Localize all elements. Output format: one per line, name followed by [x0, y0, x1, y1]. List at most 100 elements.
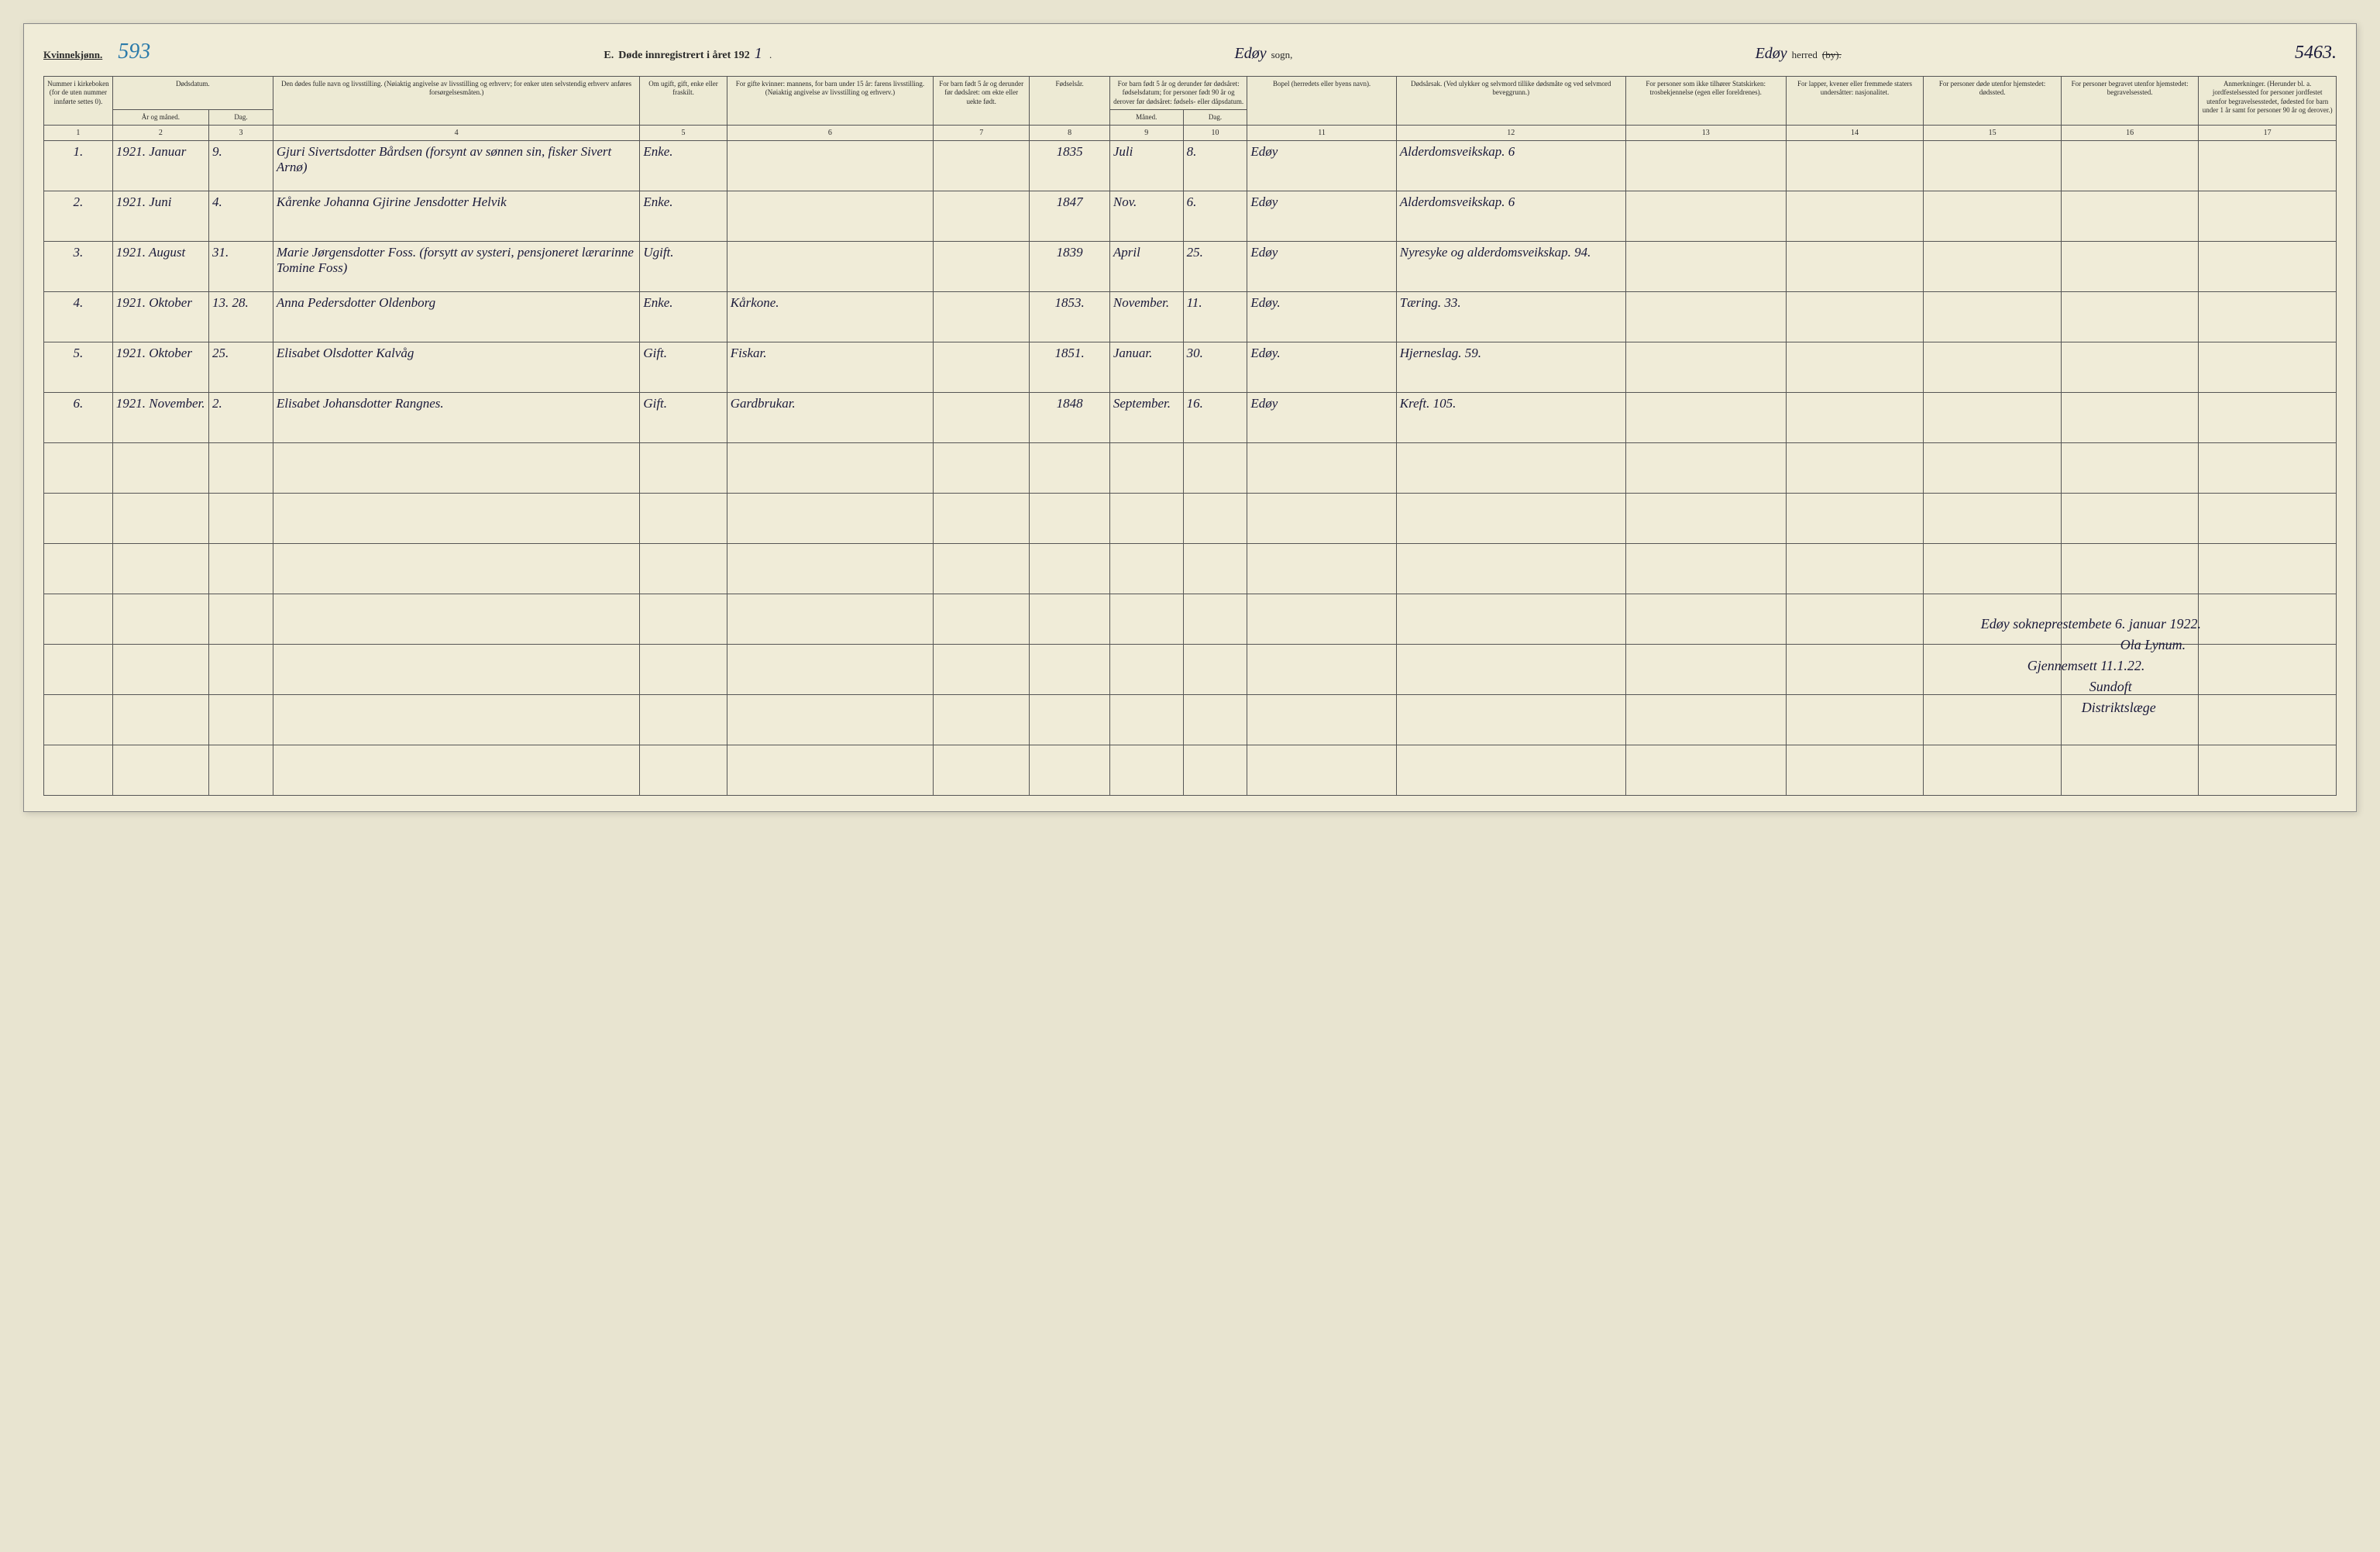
- cell: 4.: [209, 191, 273, 242]
- empty-cell: [2199, 443, 2337, 494]
- sig-line-1: Edøy sokneprestembete 6. januar 1922.: [1981, 614, 2201, 635]
- cell: [1924, 292, 2062, 342]
- cell: Edøy.: [1247, 342, 1396, 393]
- cell-value: 2.: [74, 194, 84, 209]
- empty-cell: [1109, 494, 1183, 544]
- cell-value: Enke.: [643, 144, 672, 159]
- cell: Septem­ber.: [1109, 393, 1183, 443]
- herred-label: herred: [1792, 49, 1818, 61]
- cell: 1847: [1030, 191, 1110, 242]
- cell: Hjerneslag. 59.: [1396, 342, 1625, 393]
- col-9-top: For barn født 5 år og der­under før døds…: [1109, 77, 1247, 110]
- cell: 8.: [1183, 141, 1247, 191]
- empty-cell: [112, 494, 208, 544]
- empty-cell: [1030, 594, 1110, 645]
- empty-cell: [1396, 645, 1625, 695]
- table-row: 4.1921. Oktober13. 28.Anna Pedersdotter …: [44, 292, 2337, 342]
- col-15: For personer døde utenfor hjemstedet: dø…: [1924, 77, 2062, 126]
- column-number: 2: [112, 126, 208, 141]
- cell-value: Alderdomsveik­skap. 6: [1400, 144, 1515, 159]
- cell: [1625, 393, 1786, 443]
- empty-cell: [1247, 695, 1396, 745]
- cell-value: 1921. Novem­ber.: [116, 396, 205, 411]
- empty-cell: [727, 494, 933, 544]
- empty-cell: [1924, 494, 2062, 544]
- empty-cell: [1183, 645, 1247, 695]
- empty-cell: [112, 695, 208, 745]
- empty-cell: [112, 594, 208, 645]
- empty-cell: [1396, 544, 1625, 594]
- empty-cell: [1625, 745, 1786, 796]
- cell: 1921. August: [112, 242, 208, 292]
- cell: [1786, 141, 1924, 191]
- cell: [2199, 292, 2337, 342]
- empty-row: [44, 544, 2337, 594]
- cell-value: 16.: [1187, 396, 1203, 411]
- header-row: Kvinnekjønn. 593 E. Døde innregistrert i…: [43, 40, 2337, 64]
- cell: Kreft. 105.: [1396, 393, 1625, 443]
- empty-cell: [934, 695, 1030, 745]
- empty-cell: [2061, 443, 2199, 494]
- empty-cell: [1625, 645, 1786, 695]
- cell: [934, 292, 1030, 342]
- cell-value: Elisabet Johansdotter Rangnes.: [277, 396, 444, 411]
- empty-cell: [1247, 745, 1396, 796]
- cell: [934, 242, 1030, 292]
- cell-value: Edøy: [1250, 144, 1278, 159]
- ledger-page: Kvinnekjønn. 593 E. Døde innregistrert i…: [23, 23, 2357, 812]
- cell-value: Alderdoms­veikskap. 6: [1400, 194, 1515, 209]
- gender-label: Kvinnekjønn.: [43, 49, 102, 61]
- cell-value: 1835: [1057, 144, 1083, 159]
- col-9b: Dag.: [1183, 109, 1247, 125]
- empty-cell: [2199, 544, 2337, 594]
- cell-value: Janu­ar.: [1113, 346, 1153, 360]
- column-number-row: 1234567891011121314151617: [44, 126, 2337, 141]
- cell-value: Gift.: [643, 346, 667, 360]
- col-3: Dag.: [209, 109, 273, 125]
- cell: [1924, 393, 2062, 443]
- cell-value: Marie Jørgensdotter Foss. (forsytt av sy…: [277, 245, 634, 275]
- empty-cell: [727, 645, 933, 695]
- cell: 6.: [44, 393, 113, 443]
- empty-cell: [273, 695, 639, 745]
- cell-value: 2.: [212, 396, 222, 411]
- cell: 1921. Januar: [112, 141, 208, 191]
- cell-value: 1851.: [1054, 346, 1084, 360]
- col-1: Nummer i kirke­boken (for de uten nummer…: [44, 77, 113, 126]
- cell: [1786, 242, 1924, 292]
- empty-cell: [44, 695, 113, 745]
- cell: 30.: [1183, 342, 1247, 393]
- empty-cell: [273, 494, 639, 544]
- empty-cell: [1625, 494, 1786, 544]
- cell: [1786, 191, 1924, 242]
- cell: [1625, 292, 1786, 342]
- empty-cell: [934, 443, 1030, 494]
- cell-value: Kårkone.: [731, 295, 779, 310]
- empty-cell: [1396, 594, 1625, 645]
- empty-cell: [934, 544, 1030, 594]
- empty-cell: [273, 544, 639, 594]
- section-letter: E.: [604, 50, 614, 62]
- table-row: 3.1921. August31.Marie Jørgensdotter Fos…: [44, 242, 2337, 292]
- empty-cell: [273, 443, 639, 494]
- col-16: For personer begravet utenfor hjemstedet…: [2061, 77, 2199, 126]
- cell: Juli: [1109, 141, 1183, 191]
- cell-value: Edøy: [1250, 396, 1278, 411]
- column-number: 11: [1247, 126, 1396, 141]
- col-6: For gifte kvinner: mannens, for barn und…: [727, 77, 933, 126]
- cell-value: Enke.: [643, 295, 672, 310]
- cell-value: Nyresyke og alderdoms­veikskap. 94.: [1400, 245, 1591, 260]
- empty-cell: [1924, 443, 2062, 494]
- herred-value: Edøy: [1756, 45, 1787, 63]
- cell: Elisabet Olsdotter Kalvåg: [273, 342, 639, 393]
- empty-cell: [112, 443, 208, 494]
- col-2b: År og måned.: [112, 109, 208, 125]
- sig-line-5: Distriktslæge: [2082, 697, 2201, 718]
- cell: [1924, 242, 2062, 292]
- cell: [2061, 242, 2199, 292]
- cell: 16.: [1183, 393, 1247, 443]
- empty-cell: [273, 594, 639, 645]
- empty-cell: [1924, 745, 2062, 796]
- cell-value: 5.: [74, 346, 84, 360]
- cell: Marie Jørgensdotter Foss. (forsytt av sy…: [273, 242, 639, 292]
